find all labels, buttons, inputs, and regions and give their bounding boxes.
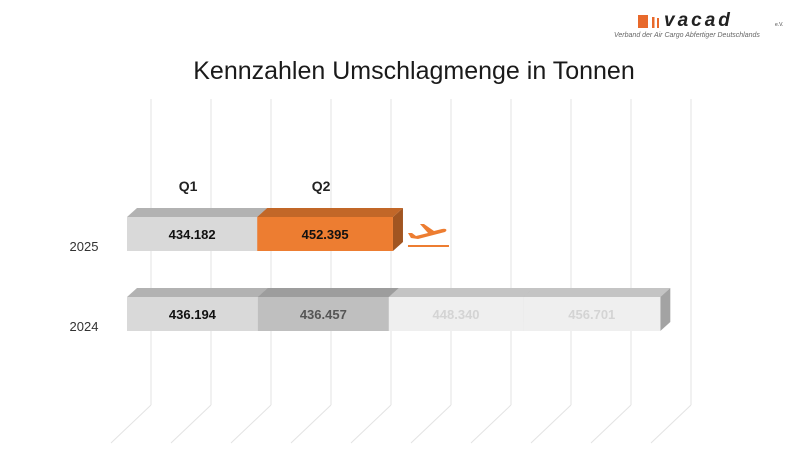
category-label: 2025 — [70, 239, 99, 254]
vacad-logo — [638, 15, 659, 28]
data-label: 452.395 — [302, 227, 349, 242]
bar-segment-top — [257, 208, 403, 217]
gridline-floor — [350, 404, 392, 444]
bar-segment-top — [127, 288, 268, 297]
logo-subtitle: Verband der Air Cargo Abfertiger Deutsch… — [614, 32, 760, 39]
logo-suffix: e.V. — [775, 22, 784, 28]
gridline-floor — [290, 404, 332, 444]
logo-mark-bar-2 — [657, 18, 659, 28]
category-label: 2024 — [70, 319, 99, 334]
gridline-floor — [470, 404, 512, 444]
data-label: 436.457 — [300, 307, 347, 322]
logo-mark-block — [638, 15, 648, 28]
gridline-floor — [110, 404, 152, 444]
data-label: 436.194 — [169, 307, 217, 322]
bar-segment — [127, 297, 258, 331]
chart-title: Kennzahlen Umschlagmenge in Tonnen — [193, 57, 635, 85]
bar-segment — [523, 297, 661, 331]
bar-segment-side — [660, 288, 671, 331]
airplane-takeoff-icon — [407, 224, 449, 247]
bar-segment-side — [392, 208, 403, 251]
airplane-shape — [407, 224, 447, 239]
bar-segment-top — [127, 208, 268, 217]
series-label: Q2 — [312, 178, 331, 194]
gridline-floor — [410, 404, 452, 444]
gridline-floor — [530, 404, 572, 444]
bar-segment-top — [523, 288, 671, 297]
bar-segment — [388, 297, 524, 331]
logo-brand: vacad — [664, 10, 733, 31]
data-label: 434.182 — [169, 227, 216, 242]
series-label: Q1 — [179, 178, 198, 194]
gridline-floor — [590, 404, 632, 444]
logo-mark-bar-1 — [652, 17, 655, 28]
bar-segment — [127, 217, 258, 251]
data-label: 448.340 — [433, 307, 480, 322]
bar-segment — [257, 297, 389, 331]
runway-line — [407, 245, 449, 247]
gridline-floor — [170, 404, 212, 444]
bar-segment-top — [257, 288, 399, 297]
data-label: 456.701 — [568, 307, 615, 322]
gridline-floor — [230, 404, 272, 444]
gridline-floor — [650, 404, 692, 444]
bar-segment-top — [388, 288, 534, 297]
bar-segment — [257, 217, 393, 251]
